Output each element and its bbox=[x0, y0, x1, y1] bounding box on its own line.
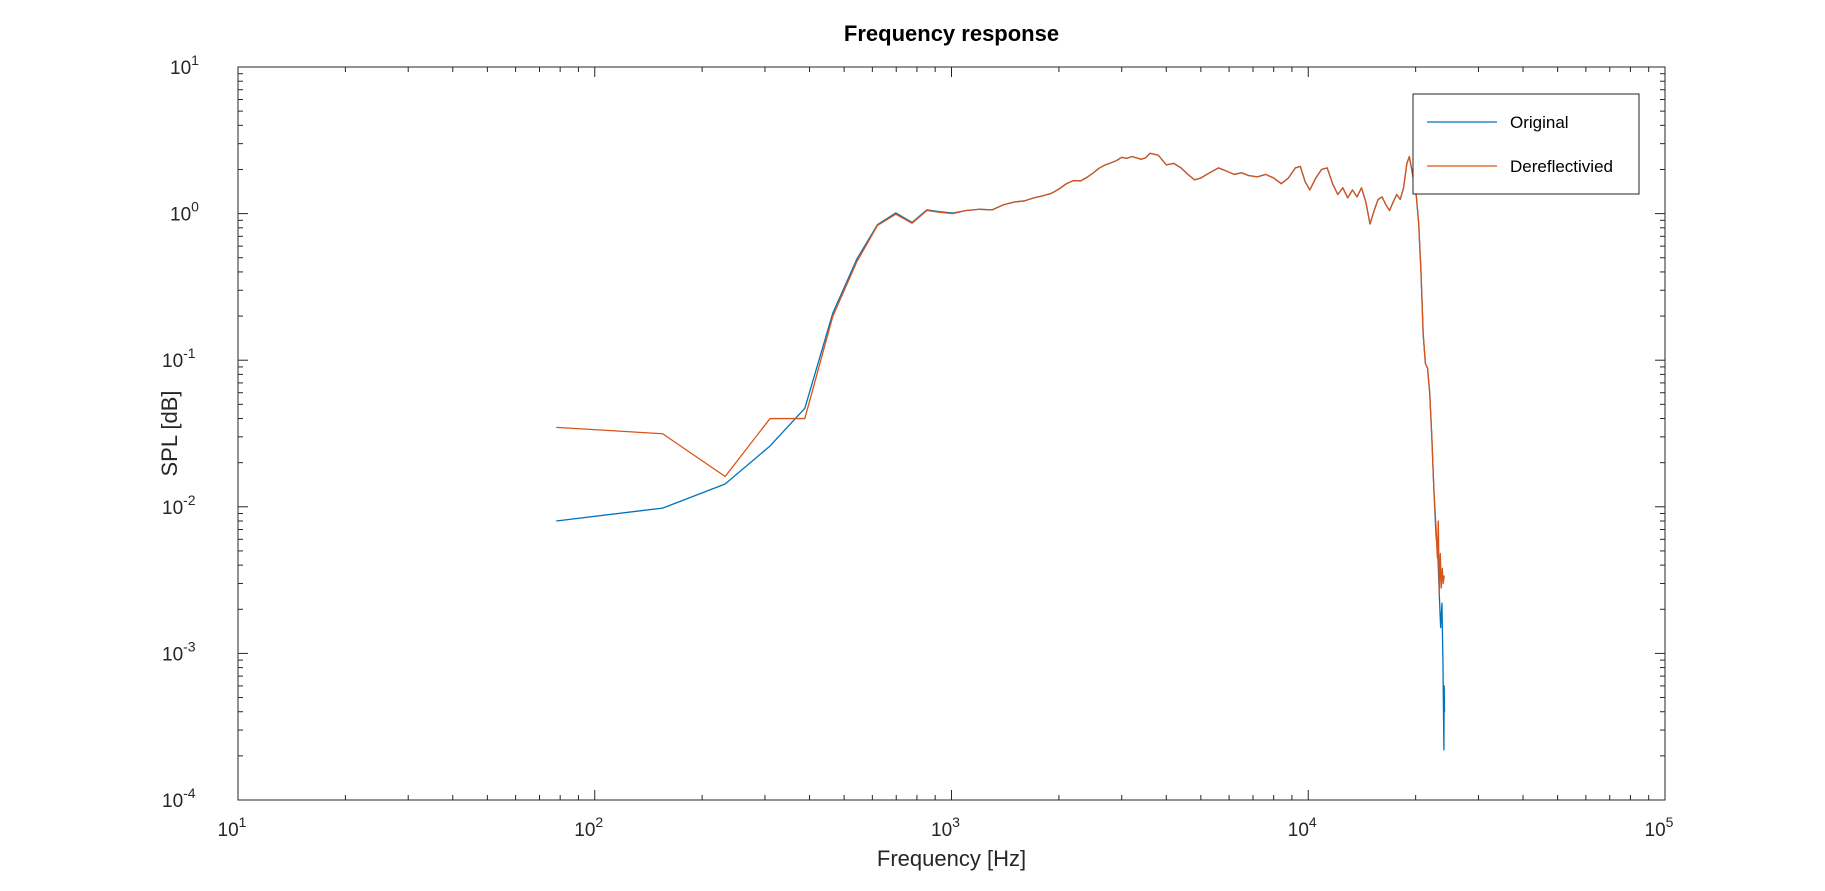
minor-ticks bbox=[238, 67, 1665, 800]
x-tick-label: 103 bbox=[931, 814, 960, 841]
y-tick-label: 10-3 bbox=[162, 638, 196, 665]
x-tick-label: 101 bbox=[218, 814, 247, 841]
y-tick-label: 100 bbox=[170, 199, 199, 226]
y-tick-label: 101 bbox=[170, 52, 199, 79]
legend-label: Dereflectivied bbox=[1510, 157, 1613, 176]
legend-box bbox=[1412, 93, 1640, 195]
y-axis-label: SPL [dB] bbox=[157, 390, 182, 476]
legend: Original Dereflectivied bbox=[1412, 93, 1640, 195]
x-tick-label: 102 bbox=[574, 814, 603, 841]
x-tick-label: 105 bbox=[1645, 814, 1674, 841]
chart-title: Frequency response bbox=[844, 21, 1059, 46]
y-tick-label: 10-2 bbox=[162, 492, 196, 519]
series-layer bbox=[556, 152, 1446, 751]
tick-labels: 101 102 103 104 105 10-4 10-3 10-2 10-1 100 101 bbox=[162, 52, 1674, 841]
x-axis-label: Frequency [Hz] bbox=[877, 846, 1026, 871]
plot-frame bbox=[237, 66, 1666, 801]
series-line-dereflectivied bbox=[556, 152, 1445, 596]
legend-label: Original bbox=[1510, 113, 1569, 132]
x-tick-label: 104 bbox=[1288, 814, 1317, 841]
y-tick-label: 10-1 bbox=[162, 345, 196, 372]
y-tick-label: 10-4 bbox=[162, 785, 196, 812]
